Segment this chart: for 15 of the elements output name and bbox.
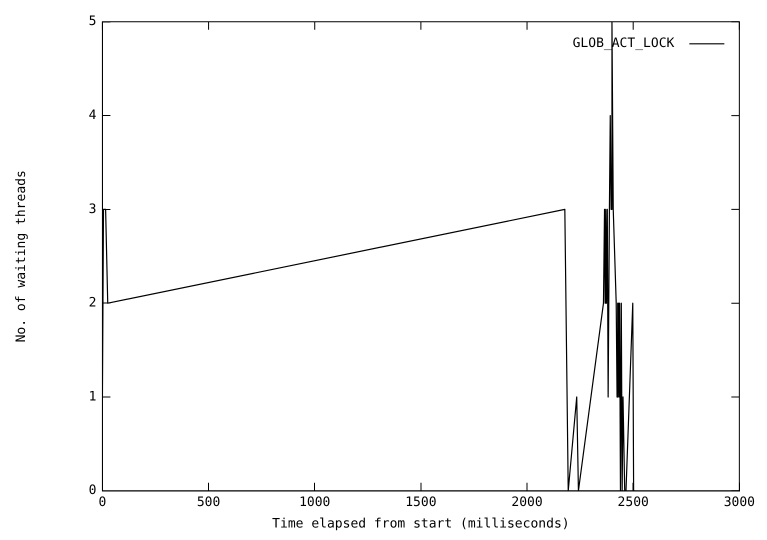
x-tick-label: 0 bbox=[98, 494, 106, 510]
x-tick-label: 1000 bbox=[299, 494, 330, 510]
y-tick-label: 3 bbox=[88, 202, 96, 217]
y-axis-title: No. of waiting threads bbox=[14, 170, 30, 342]
y-tick-label: 1 bbox=[88, 389, 96, 404]
y-tick-label: 4 bbox=[88, 108, 97, 123]
x-tick-label: 3000 bbox=[724, 494, 756, 510]
x-tick-label: 500 bbox=[196, 494, 220, 510]
y-tick-label: 5 bbox=[88, 14, 96, 30]
x-tick-label: 1500 bbox=[405, 494, 437, 510]
y-tick-label: 0 bbox=[88, 483, 96, 498]
x-axis-title: Time elapsed from start (milliseconds) bbox=[272, 516, 570, 532]
x-tick-label: 2000 bbox=[511, 494, 543, 510]
y-tick-label: 2 bbox=[88, 296, 96, 311]
x-tick-label: 2500 bbox=[618, 494, 649, 510]
